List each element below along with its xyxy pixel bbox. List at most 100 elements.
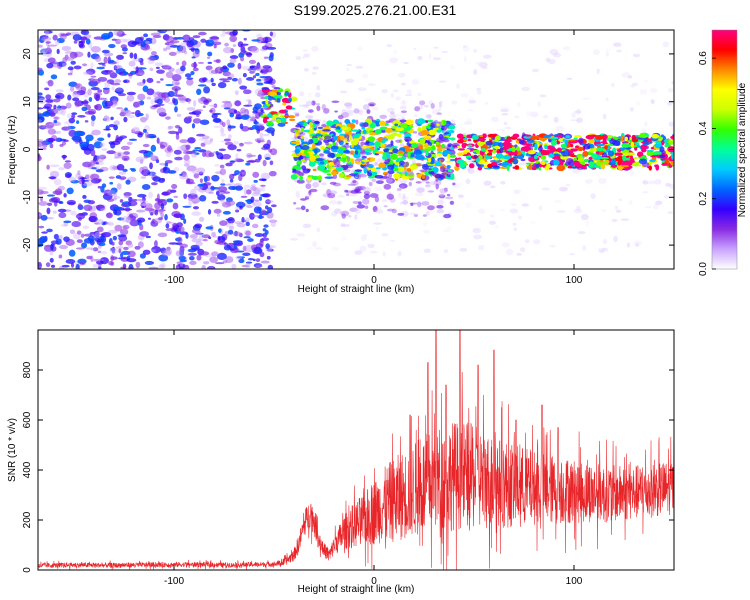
heatmap-cell: [114, 209, 122, 216]
heatmap-cell: [441, 143, 445, 148]
heatmap-cell: [444, 196, 454, 200]
heatmap-cell: [369, 122, 377, 129]
heatmap-cell: [126, 114, 136, 119]
heatmap-cell: [399, 185, 405, 189]
heatmap-cell: [614, 205, 619, 210]
heatmap-cell: [309, 152, 314, 158]
heatmap-cell: [644, 205, 652, 209]
heatmap-cell: [179, 173, 183, 176]
heatmap-cell: [257, 154, 262, 161]
heatmap-cell: [548, 139, 552, 143]
heatmap-cell: [487, 163, 494, 169]
heatmap-cell: [265, 199, 271, 205]
heatmap-cell: [254, 88, 264, 96]
heatmap-cell: [309, 188, 318, 193]
heatmap-cell: [393, 113, 399, 118]
heatmap-cell: [287, 115, 296, 119]
heatmap-cell: [437, 199, 444, 205]
heatmap-cell: [337, 194, 345, 198]
heatmap-cell: [332, 173, 338, 180]
heatmap-cell: [443, 125, 448, 132]
heatmap-cell: [432, 167, 439, 173]
heatmap-cell: [612, 42, 622, 47]
heatmap-cell: [90, 78, 98, 82]
heatmap-cell: [78, 139, 83, 144]
heatmap-cell: [631, 82, 639, 87]
heatmap-cell: [229, 173, 235, 180]
heatmap-cell: [113, 30, 123, 36]
heatmap-cell: [269, 91, 277, 97]
heatmap-cell: [374, 186, 382, 192]
heatmap-cell: [183, 154, 190, 161]
heatmap-cell: [415, 181, 422, 184]
heatmap-cell: [259, 132, 264, 138]
heatmap-cell: [417, 201, 422, 208]
heatmap-cell: [189, 48, 199, 51]
heatmap-cell: [96, 218, 104, 226]
heatmap-cell: [146, 96, 152, 100]
heatmap-cell: [592, 49, 601, 56]
heatmap-cell: [265, 99, 269, 105]
heatmap-cell: [151, 105, 161, 108]
heatmap-cell: [38, 96, 45, 101]
heatmap-cell: [90, 75, 97, 78]
heatmap-cell: [83, 199, 91, 203]
heatmap-cell: [232, 231, 242, 237]
heatmap-cell: [654, 179, 662, 185]
heatmap-cell: [298, 91, 305, 97]
heatmap-cell: [139, 116, 147, 123]
heatmap-cell: [661, 162, 668, 166]
heatmap-cell: [354, 250, 363, 255]
heatmap-cell: [114, 88, 123, 93]
heatmap-cell: [326, 120, 334, 127]
heatmap-cell: [639, 89, 645, 95]
heatmap-cell: [165, 45, 171, 50]
heatmap-cell: [601, 208, 607, 213]
heatmap-cell: [45, 99, 54, 103]
heatmap-cell: [191, 62, 198, 68]
heatmap-cell: [598, 249, 605, 253]
heatmap-cell: [422, 214, 427, 217]
heatmap-cell: [260, 184, 266, 187]
x-tick-label: 100: [566, 576, 583, 587]
heatmap-cell: [512, 222, 517, 226]
heatmap-cell: [262, 159, 267, 167]
heatmap-cell: [413, 47, 417, 50]
heatmap-cell: [548, 154, 555, 158]
heatmap-cell: [213, 208, 222, 214]
heatmap-cell: [280, 117, 287, 123]
heatmap-cell: [324, 135, 332, 140]
heatmap-cell: [38, 201, 48, 206]
heatmap-cell: [110, 255, 115, 262]
heatmap-cell: [288, 97, 292, 103]
heatmap-cell: [243, 188, 247, 196]
heatmap-cell: [220, 104, 228, 108]
heatmap-cell: [191, 152, 198, 158]
heatmap-cell: [480, 161, 489, 164]
heatmap-cell: [317, 126, 324, 130]
heatmap-cell: [66, 187, 74, 195]
heatmap-cell: [257, 136, 265, 141]
heatmap-cell: [307, 92, 312, 98]
heatmap-cell: [38, 97, 47, 104]
heatmap-cell: [191, 123, 196, 129]
colorbar-ticks: 0.00.20.40.6: [698, 51, 716, 276]
heatmap-cell: [635, 101, 641, 106]
heatmap-cell: [374, 196, 380, 203]
heatmap-cell: [57, 208, 67, 213]
heatmap-cell: [137, 209, 143, 213]
heatmap-cell: [305, 104, 309, 108]
y-tick-label: 10: [22, 96, 33, 108]
heatmap-cell: [303, 129, 310, 133]
heatmap-cell: [114, 224, 123, 232]
heatmap-cell: [600, 157, 610, 160]
heatmap-cell: [326, 173, 332, 176]
heatmap-cell: [168, 51, 177, 56]
heatmap-cell: [440, 157, 445, 163]
heatmap-cell: [99, 257, 109, 265]
heatmap-cell: [122, 52, 128, 55]
heatmap-cell: [379, 120, 386, 127]
heatmap-cell: [227, 144, 237, 151]
heatmap-cell: [269, 148, 278, 156]
heatmap-cell: [263, 133, 270, 137]
